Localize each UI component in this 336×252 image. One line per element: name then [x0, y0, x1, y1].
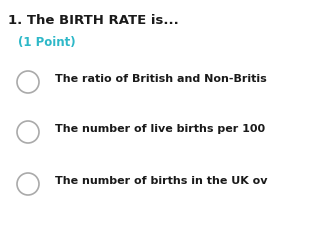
Text: (1 Point): (1 Point) — [18, 36, 76, 49]
Text: The ratio of British and Non-Britis: The ratio of British and Non-Britis — [55, 74, 267, 84]
Text: 1. The BIRTH RATE is...: 1. The BIRTH RATE is... — [8, 14, 179, 27]
Text: The number of live births per 100: The number of live births per 100 — [55, 124, 265, 134]
Text: The number of births in the UK ov: The number of births in the UK ov — [55, 176, 267, 186]
